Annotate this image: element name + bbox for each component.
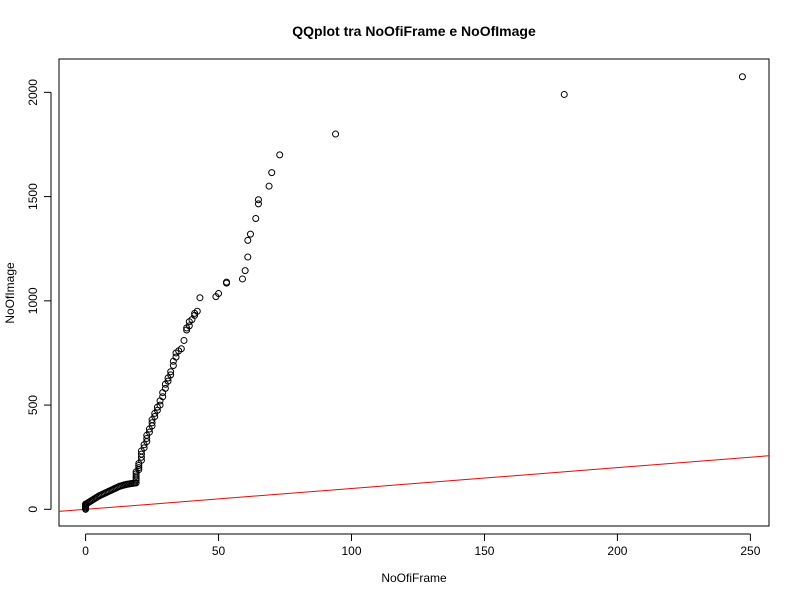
data-point xyxy=(241,267,249,275)
data-point xyxy=(135,464,143,472)
x-axis: 0 50 100 150 200 250 xyxy=(82,533,761,558)
data-point xyxy=(137,450,145,458)
data-point xyxy=(560,90,568,98)
data-point xyxy=(169,361,177,369)
x-tick-label: 250 xyxy=(740,544,760,558)
y-tick-label: 2000 xyxy=(26,79,40,106)
chart-title: QQplot tra NoOfiFrame e NoOfImage xyxy=(292,23,536,39)
data-point xyxy=(276,151,284,159)
data-point xyxy=(180,336,188,344)
data-point xyxy=(167,368,175,376)
data-point xyxy=(145,428,153,436)
data-point xyxy=(193,307,201,315)
data-point xyxy=(185,322,193,330)
data-point xyxy=(172,353,180,361)
y-tick-label: 1000 xyxy=(26,287,40,314)
data-point xyxy=(177,345,185,353)
data-point xyxy=(164,377,172,385)
data-point xyxy=(161,384,169,392)
points-layer xyxy=(82,73,746,513)
data-point xyxy=(132,479,140,487)
data-point xyxy=(132,472,140,480)
x-tick-label: 50 xyxy=(212,544,226,558)
data-point xyxy=(196,294,204,302)
x-axis-label: NoOfiFrame xyxy=(381,571,447,585)
y-axis-label: NoOfImage xyxy=(3,262,17,324)
data-point xyxy=(167,371,175,379)
data-point xyxy=(738,73,746,81)
data-point xyxy=(254,196,262,204)
x-tick-label: 150 xyxy=(474,544,494,558)
data-point xyxy=(268,169,276,177)
plot-area-frame xyxy=(58,58,770,527)
data-point xyxy=(244,253,252,261)
data-point xyxy=(148,419,156,427)
data-point xyxy=(246,230,254,238)
data-point xyxy=(238,275,246,283)
x-tick-label: 200 xyxy=(607,544,627,558)
y-tick-label: 1500 xyxy=(26,183,40,210)
reference-line xyxy=(58,455,770,512)
data-point xyxy=(244,236,252,244)
y-axis: 0 500 1000 1500 2000 xyxy=(26,79,52,513)
data-point xyxy=(151,413,159,421)
data-point xyxy=(254,200,262,208)
data-point xyxy=(223,278,231,286)
data-point xyxy=(159,393,167,401)
x-tick-label: 100 xyxy=(341,544,361,558)
data-point xyxy=(156,401,164,409)
data-point xyxy=(143,434,151,442)
x-tick-label: 0 xyxy=(82,544,89,558)
data-point xyxy=(215,290,223,298)
data-point xyxy=(332,130,340,138)
y-tick-label: 0 xyxy=(26,506,40,513)
y-tick-label: 500 xyxy=(26,395,40,415)
reference-line-layer xyxy=(58,455,770,512)
data-point xyxy=(140,444,148,452)
data-point xyxy=(265,182,273,190)
data-point xyxy=(252,214,260,222)
